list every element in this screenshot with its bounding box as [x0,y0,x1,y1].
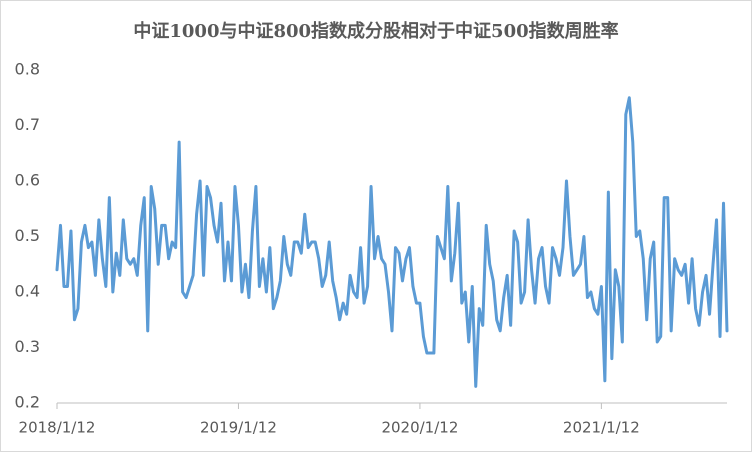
x-tick-label: 2018/1/12 [19,419,96,437]
y-tick-label: 0.4 [15,282,40,301]
y-tick-label: 0.6 [15,171,40,190]
x-tick-label: 2019/1/12 [200,419,277,437]
chart-title: 中证1000与中证800指数成分股相对于中证500指数周胜率 [133,20,618,42]
series-line [55,96,729,388]
y-tick-label: 0.7 [15,115,40,134]
y-tick-label: 0.2 [15,393,40,412]
y-tick-label: 0.5 [15,226,40,245]
x-tick-label: 2021/1/12 [563,419,640,437]
y-tick-label: 0.8 [15,60,40,79]
y-tick-label: 0.3 [15,337,40,356]
x-tick-label: 2020/1/12 [381,419,458,437]
